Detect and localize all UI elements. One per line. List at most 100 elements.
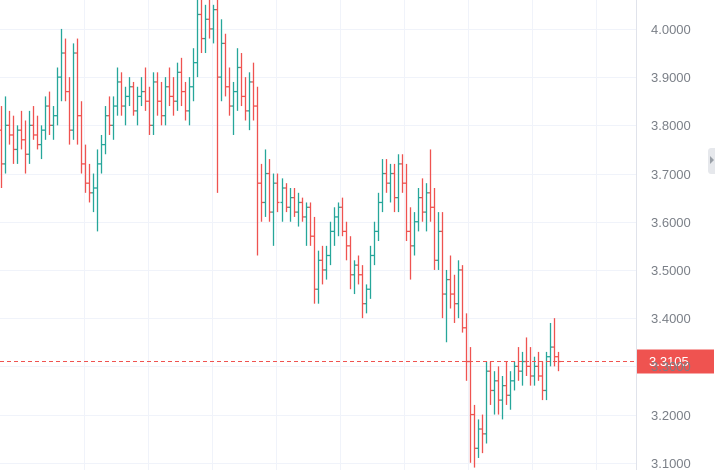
ohlc-bar — [175, 62, 180, 111]
y-tick-label: 3.7000 — [651, 167, 691, 182]
ohlc-bar — [119, 72, 124, 116]
ohlc-bar — [79, 101, 84, 174]
ohlc-bar — [548, 322, 553, 367]
ohlc-bar — [275, 173, 280, 213]
ohlc-bar — [492, 371, 497, 415]
ohlc-bar — [27, 110, 32, 164]
ohlc-bar — [468, 347, 473, 463]
ohlc-bar — [223, 33, 228, 97]
ohlc-bar — [324, 245, 329, 280]
ohlc-bar — [292, 188, 297, 217]
ohlc-bar — [344, 221, 349, 261]
ohlc-bar — [420, 178, 425, 222]
ohlc-bar — [107, 96, 112, 135]
ohlc-bar — [11, 115, 16, 164]
ohlc-bar — [267, 159, 272, 222]
ohlc-bar — [111, 96, 116, 140]
ohlc-bar — [320, 245, 325, 285]
ohlc-bar — [496, 366, 501, 415]
y-tick-label: 3.3000 — [651, 359, 691, 374]
ohlc-bar — [424, 183, 429, 232]
ohlc-bar — [219, 19, 224, 102]
ohlc-bar — [227, 67, 232, 116]
ohlc-bar — [316, 250, 321, 304]
ohlc-bar — [512, 361, 517, 391]
ohlc-bar — [131, 81, 136, 116]
ohlc-bar — [328, 221, 333, 266]
ohlc-bar — [412, 212, 417, 256]
y-tick-label: 3.5000 — [651, 263, 691, 278]
ohlc-bar — [7, 110, 12, 145]
ohlc-bar — [476, 419, 481, 458]
ohlc-bar — [500, 376, 505, 420]
y-tick-label: 3.2000 — [651, 408, 691, 423]
ohlc-bar — [524, 337, 529, 376]
ohlc-bar — [31, 106, 36, 140]
ohlc-bar — [191, 48, 196, 102]
price-axis[interactable]: 4.0000 3.9000 3.8000 3.7000 3.6000 3.5000 3.40… — [636, 0, 691, 470]
ohlc-bar — [516, 347, 521, 381]
ohlc-bar — [167, 67, 172, 107]
ohlc-bar — [488, 361, 493, 405]
ohlc-bar — [368, 245, 373, 299]
ohlc-bar — [556, 351, 561, 372]
ohlc-bar — [396, 154, 401, 213]
ohlc-bar — [243, 77, 248, 121]
ohlc-bar — [360, 265, 365, 319]
ohlc-bars — [0, 0, 561, 468]
ohlc-bar — [408, 207, 413, 280]
last-price-marker: 3.3105 — [0, 349, 714, 374]
ohlc-bar — [280, 178, 285, 222]
y-tick-label: 3.9000 — [651, 70, 691, 85]
ohlc-bar — [139, 77, 144, 107]
ohlc-bar — [67, 77, 72, 145]
ohlc-bar — [147, 86, 152, 135]
ohlc-bar — [332, 207, 337, 246]
ohlc-bar — [195, 0, 200, 78]
ohlc-bar — [436, 212, 441, 270]
ohlc-bar — [284, 183, 289, 213]
ohlc-bar — [452, 274, 457, 323]
ohlc-bar — [364, 284, 369, 314]
ohlc-bar — [71, 43, 76, 140]
ohlc-bar — [448, 255, 453, 309]
ohlc-bar — [356, 255, 361, 285]
ohlc-bar — [15, 125, 20, 164]
ohlc-bar — [163, 77, 168, 126]
ohlc-bar — [464, 313, 469, 381]
ohlc-bar — [235, 48, 240, 111]
ohlc-bar — [540, 361, 545, 401]
ohlc-bar — [55, 67, 60, 126]
ohlc-bar — [23, 120, 28, 174]
ohlc-bar — [304, 202, 309, 246]
ohlc-bar — [504, 361, 509, 405]
ohlc-bar — [187, 77, 192, 126]
ohlc-bar — [520, 351, 525, 386]
grid — [0, 0, 636, 470]
ohlc-bar — [460, 265, 465, 333]
ohlc-bar — [544, 351, 549, 401]
ohlc-bar — [199, 0, 204, 54]
ohlc-bar — [171, 77, 176, 116]
ohlc-bar — [263, 149, 268, 217]
ohlc-bar — [203, 4, 208, 54]
ohlc-bar — [239, 53, 244, 107]
ohlc-bar — [251, 62, 256, 121]
ohlc-bar — [484, 361, 489, 444]
scroll-to-realtime-handle[interactable] — [708, 148, 715, 174]
ohlc-bar — [348, 236, 353, 290]
ohlc-bar — [392, 163, 397, 213]
ohlc-bar — [155, 72, 160, 116]
ohlc-bar — [312, 216, 317, 304]
ohlc-bar — [456, 260, 461, 319]
ohlc-bar — [255, 86, 260, 256]
ohlc-bar — [159, 81, 164, 126]
ohlc-bar — [91, 173, 96, 213]
ohlc-bar — [39, 125, 44, 160]
ohlc-bar — [99, 134, 104, 174]
ohlc-bar — [127, 77, 132, 107]
ohlc-bar — [135, 86, 140, 126]
ohlc-bar — [143, 67, 148, 111]
